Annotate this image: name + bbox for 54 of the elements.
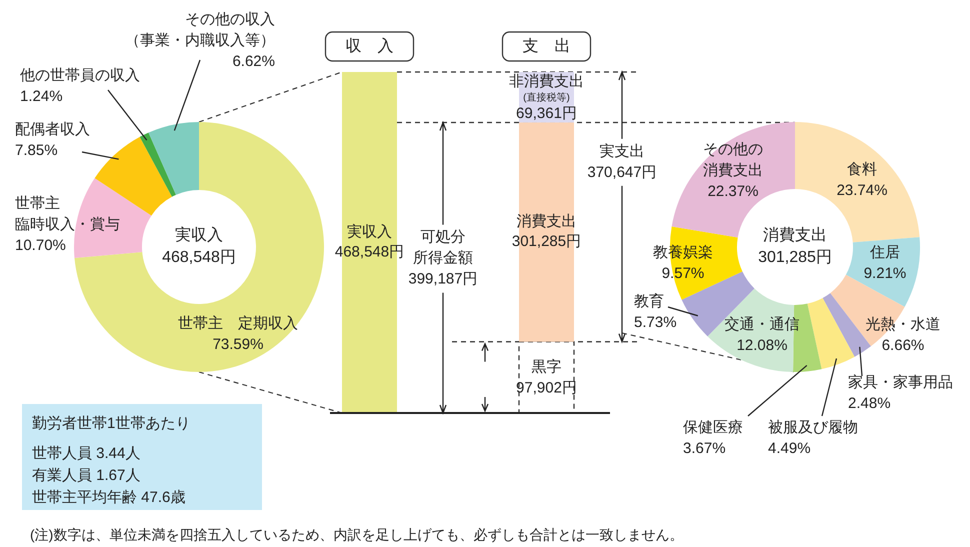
donut-slice xyxy=(74,122,324,372)
slice-label: 配偶者収入 xyxy=(15,120,90,138)
donut-slice xyxy=(846,237,920,307)
donut-slice xyxy=(795,122,920,242)
text: 実収入 468,548円 xyxy=(162,226,236,266)
slice-label: 他の世帯員の収入 xyxy=(20,66,140,84)
text: 勤労者世帯1世帯あたり xyxy=(32,414,190,432)
data-label: 73.59% xyxy=(212,336,264,353)
donut-slice xyxy=(148,122,199,195)
donut-slice xyxy=(94,136,172,216)
data-label: 301,285円 xyxy=(512,233,582,250)
text: (注)数字は、単位未満を四捨五入しているため、内訳を足し上げても、必ずしも合計とは一致しません。 xyxy=(30,526,684,543)
data-label: 69,361円 xyxy=(516,104,577,122)
data-label: 7.85% xyxy=(15,142,58,159)
donut-slice xyxy=(140,132,176,197)
data-label: 4.49% xyxy=(768,440,811,457)
slice-label: 世帯主臨時収入・賞与 xyxy=(15,194,120,233)
slice-label: 住居 xyxy=(869,244,900,261)
slice-label: 食料 xyxy=(847,160,877,178)
text: 有業人員 1.67人 xyxy=(32,466,140,484)
annotation: 実支出 370,647円 xyxy=(587,142,657,181)
data-label: 97,902円 xyxy=(516,379,577,396)
series-label: 実収入 xyxy=(347,223,392,240)
x-tick-label: 収 入 xyxy=(346,37,394,56)
slice-label: 保健医療 xyxy=(683,418,743,436)
series-label: 黒字 xyxy=(532,358,562,376)
slice-label: 家具・家事用品 xyxy=(848,374,953,391)
data-label: 3.67% xyxy=(683,440,726,457)
slice-label: 被服及び履物 xyxy=(768,418,858,436)
slice-label: 教育 xyxy=(634,292,664,310)
annotation: 可処分所得金額 399,187円 xyxy=(408,228,478,288)
data-label: 6.62% xyxy=(232,52,275,70)
text: 世帯人員 3.44人 xyxy=(32,444,140,462)
text: 消費支出 301,285円 xyxy=(758,226,832,266)
data-label: 2.48% xyxy=(848,394,891,412)
series-label: 非消費支出 (直接税等) xyxy=(509,72,584,104)
data-label: 10.70% xyxy=(15,236,66,254)
x-tick-label: 支 出 xyxy=(522,37,570,56)
slice-label: その他の消費支出 xyxy=(703,140,763,179)
data-label: 1.24% xyxy=(20,88,63,105)
data-label: 22.37% xyxy=(708,182,758,200)
data-label: 9.21% xyxy=(864,264,906,282)
data-label: 12.08% xyxy=(736,336,788,354)
donut-slice xyxy=(74,178,152,258)
data-label: 23.74% xyxy=(836,182,888,199)
text: 世帯主平均年齢 47.6歳 xyxy=(32,488,186,506)
donut-slice xyxy=(807,298,855,370)
data-label: 5.73% xyxy=(634,314,677,331)
slice-label: 光熱・水道 xyxy=(866,316,940,333)
slice-label: 世帯主 定期収入 xyxy=(178,314,298,332)
data-label: 6.66% xyxy=(882,336,924,354)
slice-label: その他の収入（事業・内職収入等） xyxy=(125,10,275,49)
slice-label: 交通・通信 xyxy=(724,316,800,333)
series-label: 消費支出 xyxy=(516,213,576,230)
